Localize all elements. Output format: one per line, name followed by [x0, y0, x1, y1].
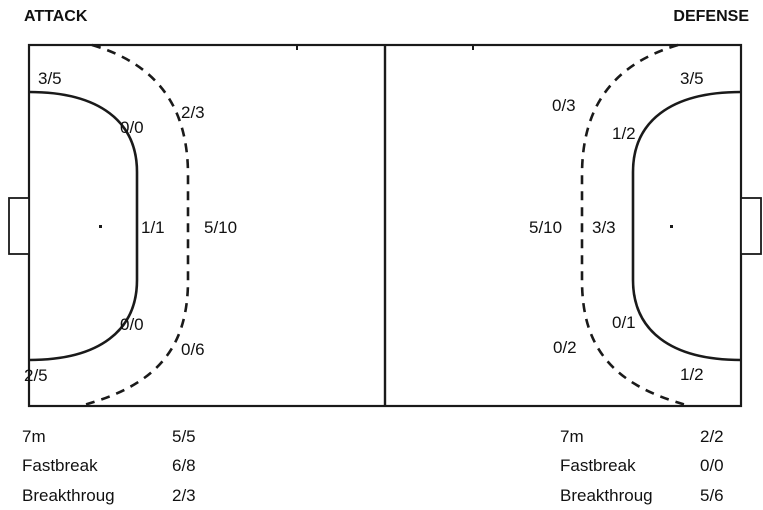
attack-zone-left-wing-bottom: 2/5: [24, 366, 48, 385]
defense-stat-label: Fastbreak: [560, 456, 636, 475]
left-penalty-mark: [99, 225, 102, 228]
defense-zone-inner-center: 3/3: [592, 218, 616, 237]
attack-stat-label: Breakthroug: [22, 486, 115, 505]
left-goal: [8, 197, 30, 255]
defense-stat-value: 2/2: [700, 427, 724, 446]
attack-zone-outer-upper: 2/3: [181, 103, 205, 122]
right-goal-area-line: [631, 90, 742, 362]
defense-zone-outer-upper: 0/3: [552, 96, 576, 115]
defense-zone-right-wing-top: 3/5: [680, 69, 704, 88]
left-goal-area-line: [28, 90, 139, 362]
attack-stat-label: 7m: [22, 427, 46, 446]
attack-zone-inner-center: 1/1: [141, 218, 165, 237]
defense-zone-inner-upper: 1/2: [612, 124, 636, 143]
defense-stat-row: Breakthroug 5/6: [560, 486, 760, 506]
attack-stat-value: 5/5: [172, 427, 196, 446]
attack-stat-value: 6/8: [172, 456, 196, 475]
attack-zone-inner-upper: 0/0: [120, 118, 144, 137]
attack-zone-outer-center: 5/10: [204, 218, 237, 237]
defense-stat-row: Fastbreak 0/0: [560, 456, 760, 476]
right-free-throw-line: [580, 43, 691, 408]
attack-stat-row: Breakthroug 2/3: [22, 486, 242, 506]
defense-zone-inner-lower: 0/1: [612, 313, 636, 332]
attack-stat-value: 2/3: [172, 486, 196, 505]
right-penalty-mark: [670, 225, 673, 228]
defense-zone-outer-lower: 0/2: [553, 338, 577, 357]
attack-zone-outer-lower: 0/6: [181, 340, 205, 359]
defense-stat-label: Breakthroug: [560, 486, 653, 505]
defense-stat-label: 7m: [560, 427, 584, 446]
defense-zone-right-wing-bottom: 1/2: [680, 365, 704, 384]
attack-zone-left-wing-top: 3/5: [38, 69, 62, 88]
defense-stat-row: 7m 2/2: [560, 427, 760, 447]
defense-stat-value: 5/6: [700, 486, 724, 505]
attack-heading: ATTACK: [24, 8, 88, 25]
attack-stat-row: Fastbreak 6/8: [22, 456, 242, 476]
attack-zone-inner-lower: 0/0: [120, 315, 144, 334]
attack-stat-label: Fastbreak: [22, 456, 98, 475]
defense-zone-outer-center: 5/10: [529, 218, 562, 237]
right-goal: [740, 197, 762, 255]
defense-heading: DEFENSE: [673, 8, 749, 25]
attack-stat-row: 7m 5/5: [22, 427, 242, 447]
left-free-throw-line: [79, 43, 190, 408]
defense-stat-value: 0/0: [700, 456, 724, 475]
